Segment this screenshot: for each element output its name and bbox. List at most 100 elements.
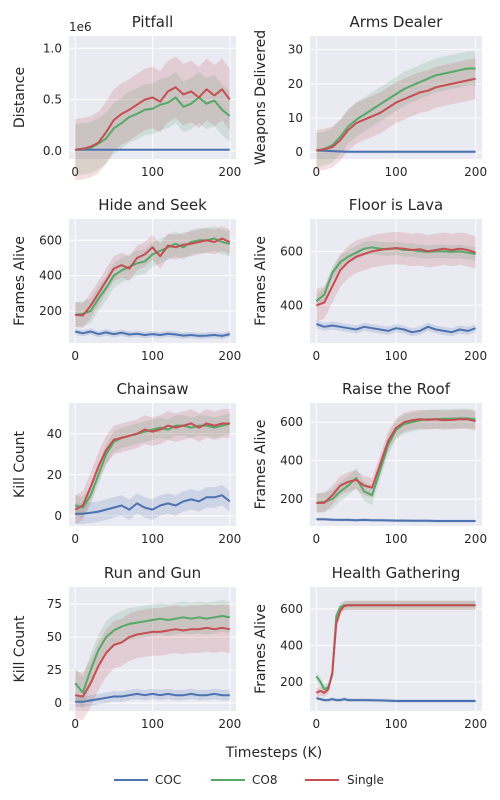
x-tick-label: 100 [141, 532, 164, 546]
y-axis-label: Frames Alive [253, 236, 269, 326]
y-axis-label: Kill Count [12, 615, 28, 682]
series-line-single [75, 626, 230, 698]
series-line-coc [74, 330, 231, 337]
x-tick-label: 200 [464, 349, 487, 363]
y-tick-label: 0.5 [43, 93, 62, 107]
x-tick-label: 100 [385, 532, 408, 546]
y-tick-label: 400 [39, 269, 62, 283]
panel-title: Health Gathering [332, 564, 461, 582]
series-line-coc [316, 149, 476, 153]
panel-title: Pitfall [132, 13, 174, 31]
band-co8 [75, 600, 230, 709]
panel-5: 0 100 200 0 20 40 Chainsaw Kill Count [12, 380, 241, 546]
x-tick-label: 0 [71, 532, 79, 546]
y-tick-label: 10 [288, 111, 303, 125]
y-scale-label: 1e6 [69, 20, 92, 34]
series-line-single [316, 77, 476, 152]
x-tick-label: 200 [464, 717, 487, 731]
y-tick-label: 600 [39, 233, 62, 247]
panel-3: 0 100 200 200 400 600 Hide and Seek Frames Aliv… [12, 196, 241, 363]
y-tick-label: 200 [280, 492, 303, 506]
x-tick-label: 0 [313, 532, 321, 546]
x-tick-label: 0 [313, 717, 321, 731]
series-line-single [75, 86, 231, 151]
series-line-single [315, 604, 476, 694]
y-tick-label: 200 [39, 304, 62, 318]
y-tick-label: 0 [54, 509, 62, 523]
y-tick-label: 1.0 [43, 41, 62, 55]
y-tick-label: 200 [280, 675, 303, 689]
series-line-coc [75, 692, 230, 703]
series-line-coc [316, 518, 476, 522]
legend-label-coc: COC [155, 773, 181, 787]
y-tick-label: 0.0 [43, 144, 62, 158]
y-axis-label: Frames Alive [253, 604, 269, 694]
panel-2: 0 100 200 0 10 20 30 Arms Dealer Weapons Deliver… [253, 13, 487, 179]
x-tick-label: 200 [218, 165, 241, 179]
x-tick-label: 200 [464, 532, 487, 546]
band-co8 [75, 226, 230, 328]
x-tick-label: 100 [141, 165, 164, 179]
x-tick-label: 200 [218, 532, 241, 546]
series-line-coc [316, 697, 476, 702]
panel-title: Run and Gun [104, 564, 201, 582]
y-tick-label: 400 [280, 638, 303, 652]
panel-8: 0 100 200 200 400 600 Health Gathering Frames A… [253, 564, 487, 731]
series-line-single [316, 247, 476, 307]
panel-1: 0 100 200 0.0 0.5 1.0 Pitfall Distance 1e6 [12, 13, 241, 181]
y-axis-label: Frames Alive [12, 236, 28, 326]
series-line-co8 [316, 67, 476, 152]
x-tick-label: 0 [71, 717, 79, 731]
panel-title: Raise the Roof [342, 380, 451, 398]
legend-label-co8: CO8 [252, 773, 277, 787]
legend-label-single: Single [347, 773, 384, 787]
x-tick-label: 0 [71, 349, 79, 363]
x-tick-label: 200 [218, 717, 241, 731]
series-line-single [316, 418, 476, 504]
panel-6: 0 100 200 200 400 600 Raise the Roof Frames Ali… [253, 380, 487, 546]
y-tick-label: 50 [47, 630, 62, 644]
x-tick-label: 100 [141, 717, 164, 731]
band-single [75, 226, 230, 328]
y-axis-label: Distance [12, 67, 28, 128]
y-axis-label: Kill Count [12, 431, 28, 498]
band-single [75, 604, 230, 721]
y-tick-label: 600 [280, 415, 303, 429]
y-tick-label: 600 [280, 244, 303, 258]
x-tick-label: 0 [313, 349, 321, 363]
y-tick-label: 0 [54, 696, 62, 710]
x-tick-label: 200 [464, 165, 487, 179]
band-single [316, 231, 476, 322]
y-tick-label: 20 [47, 468, 62, 482]
y-tick-label: 30 [288, 43, 303, 57]
band-coc [75, 485, 230, 524]
series-line-coc [316, 323, 476, 334]
y-tick-label: 600 [280, 602, 303, 616]
x-tick-label: 100 [385, 717, 408, 731]
series-line-single [75, 237, 231, 317]
y-tick-label: 400 [280, 454, 303, 468]
y-tick-label: 400 [280, 298, 303, 312]
x-tick-label: 100 [385, 349, 408, 363]
y-axis-label: Weapons Delivered [253, 30, 269, 165]
panel-title: Floor is Lava [349, 196, 443, 214]
band-co8 [316, 408, 476, 513]
series-line-co8 [74, 615, 230, 694]
x-axis-label: Timesteps (K) [225, 745, 322, 761]
y-tick-label: 20 [288, 77, 303, 91]
x-tick-label: 100 [141, 349, 164, 363]
y-tick-label: 75 [47, 597, 62, 611]
x-tick-label: 0 [71, 165, 79, 179]
band-single [75, 409, 230, 524]
series-line-coc [75, 494, 231, 515]
band-co8 [316, 51, 476, 168]
y-tick-label: 40 [47, 427, 62, 441]
y-tick-label: 0 [295, 145, 303, 159]
panel-7: 0 100 200 0 25 50 75 Run and Gun Kill Count [12, 564, 241, 731]
y-tick-label: 25 [47, 663, 62, 677]
x-tick-label: 200 [218, 349, 241, 363]
series-line-co8 [75, 96, 231, 151]
series-line-single [74, 422, 230, 511]
x-tick-label: 0 [313, 165, 321, 179]
